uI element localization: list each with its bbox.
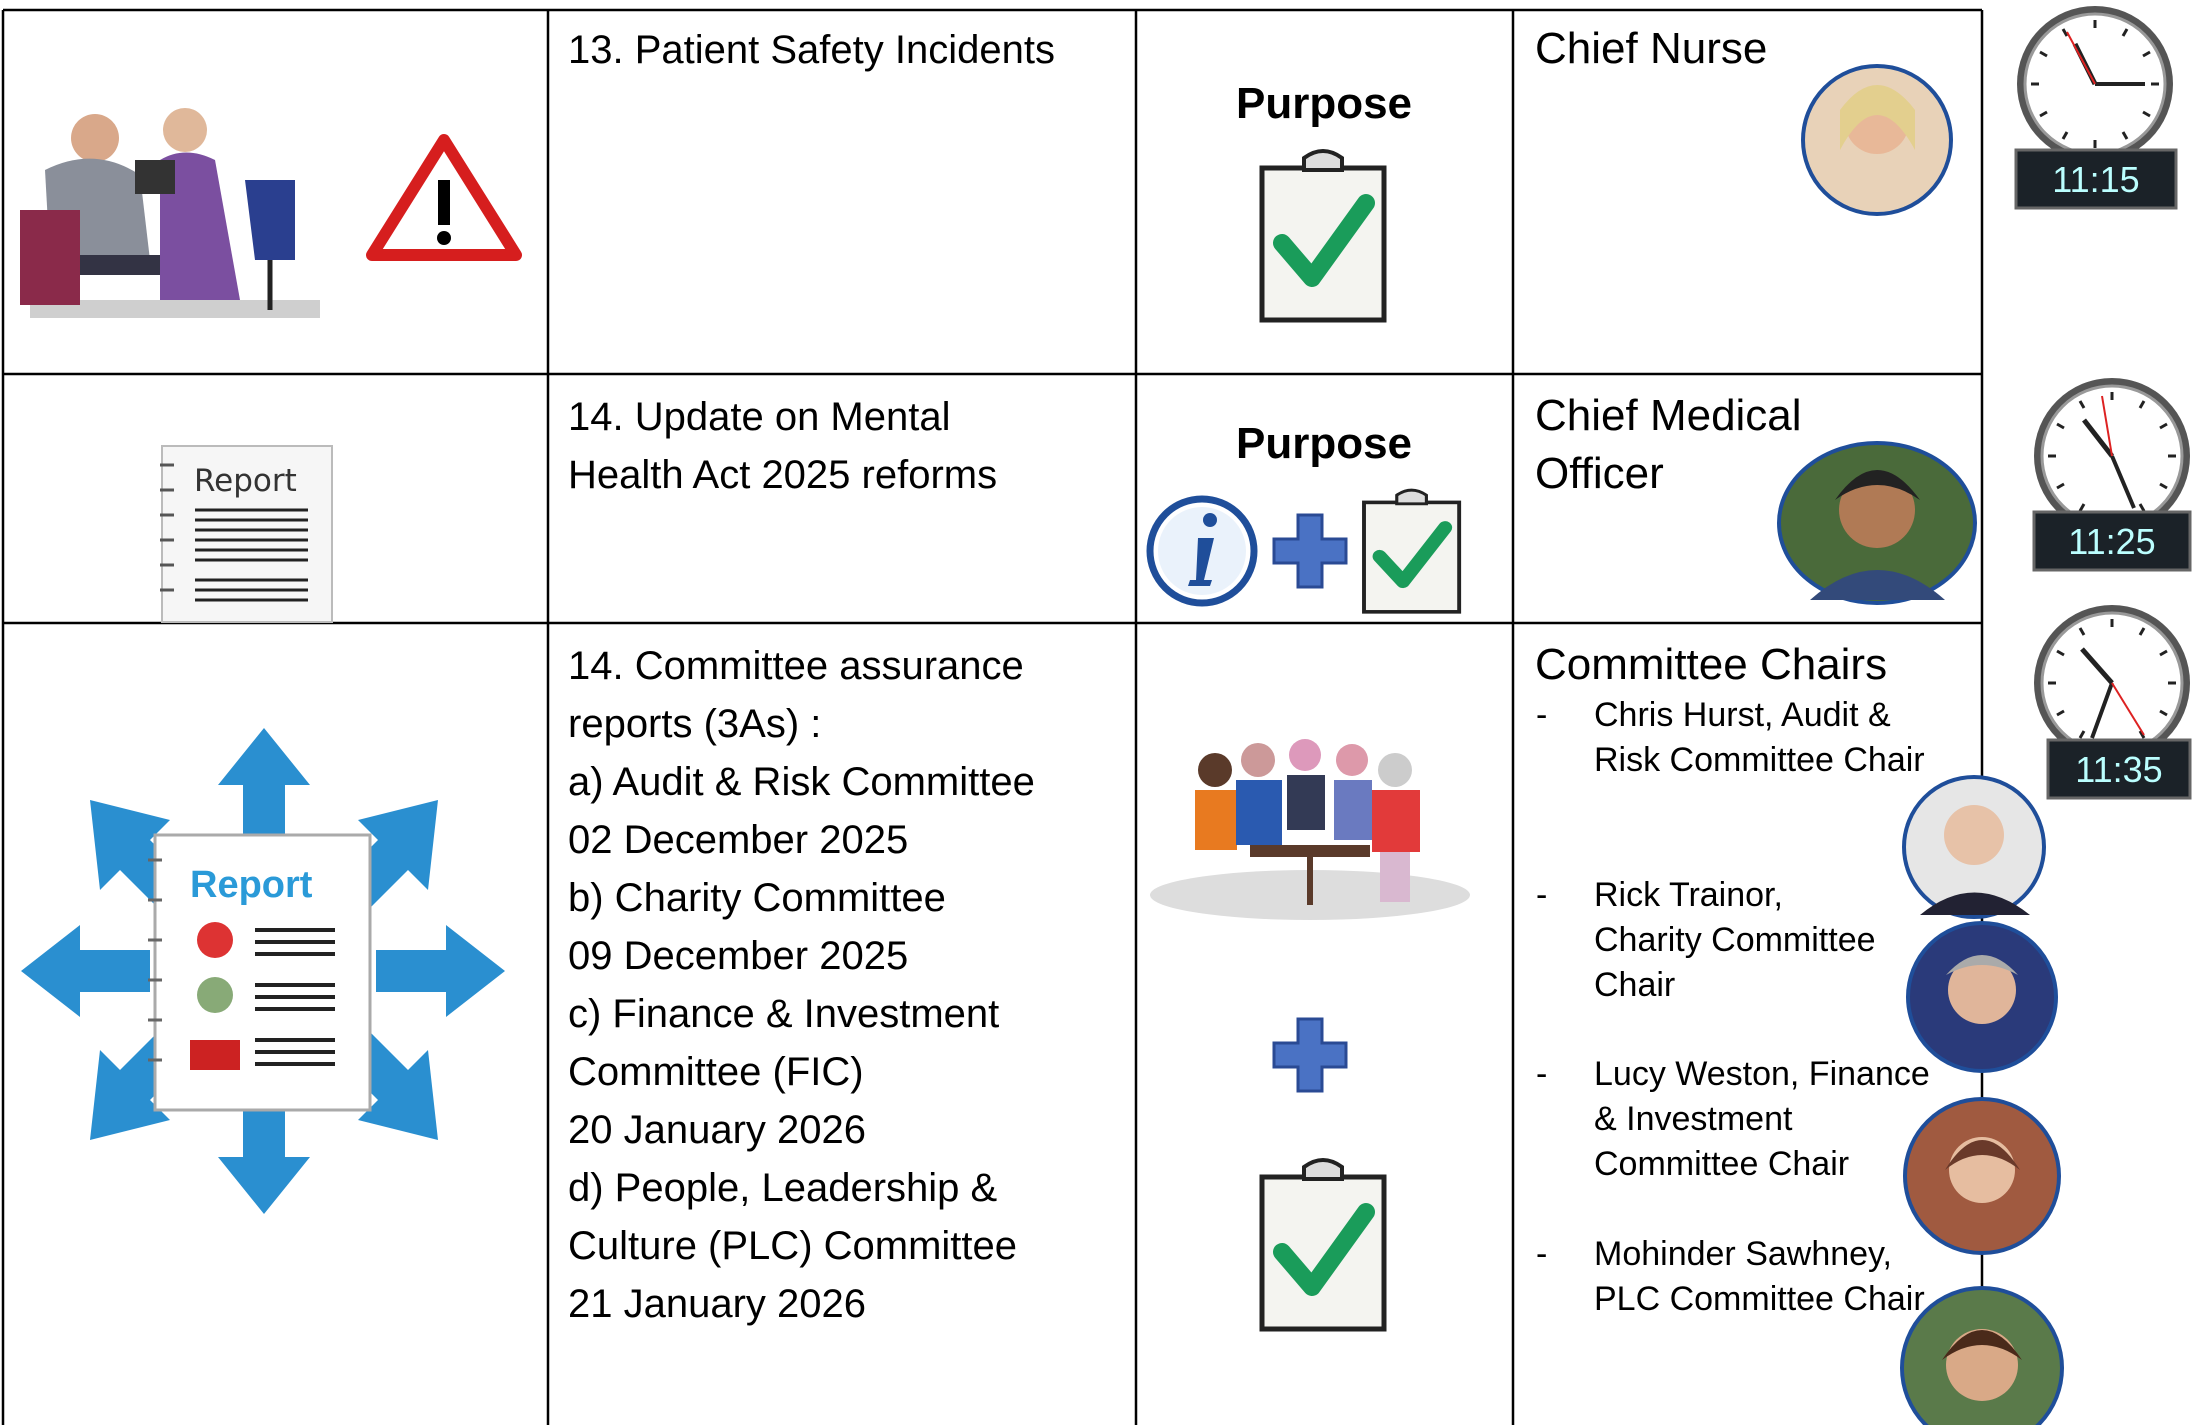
agenda-item: d) People, Leadership & (568, 1166, 998, 1210)
chair-avatars (1900, 775, 2064, 1425)
chair-name: Risk Committee Chair (1594, 741, 1925, 779)
owner-name: Committee Chairs (1535, 640, 1888, 689)
agenda-item: 21 January 2026 (568, 1282, 867, 1326)
owner-name: Chief Medical (1535, 391, 1802, 440)
agenda-item: Committee (FIC) (568, 1050, 864, 1094)
purpose-label: Purpose (1235, 79, 1413, 128)
chair-name: Lucy Weston, Finance (1594, 1055, 1930, 1093)
plus-icon (1272, 1017, 1348, 1093)
agenda-item: 14. Committee assurance (568, 644, 1024, 688)
chair-name: Chris Hurst, Audit & (1594, 696, 1891, 734)
agenda-item: 13. Patient Safety Incidents (568, 28, 1055, 72)
clock (2032, 376, 2192, 536)
clipboard-check (1364, 490, 1459, 612)
owner-name: Chief Nurse (1535, 24, 1768, 73)
report-label: Report (190, 864, 313, 906)
agenda-item: 20 January 2026 (568, 1108, 867, 1152)
clipboard-check (1262, 151, 1384, 320)
report-icon (160, 445, 333, 623)
clock (2015, 4, 2175, 164)
agenda-item: Health Act 2025 reforms (568, 453, 998, 497)
clipboard-check (1262, 1160, 1384, 1329)
report-book (148, 833, 372, 1112)
agenda-item: a) Audit & Risk Committee (568, 760, 1035, 804)
agenda-item: reports (3As) : (568, 702, 822, 746)
chair-bullet: - (1536, 696, 1548, 734)
plus-icon (1272, 513, 1348, 589)
clock-time: 11:15 (2052, 159, 2140, 200)
agenda-item: 09 December 2025 (568, 934, 909, 978)
chair-name: PLC Committee Chair (1594, 1280, 1925, 1318)
agenda-item: c) Finance & Investment (568, 992, 1000, 1036)
warning-icon (366, 134, 522, 261)
group-meeting-photo (1150, 739, 1470, 920)
meeting-photo (20, 108, 320, 318)
chair-name: & Investment (1594, 1100, 1793, 1138)
chair-bullet: - (1536, 1235, 1548, 1273)
owner-name: Officer (1535, 449, 1664, 498)
info-icon (1146, 495, 1258, 607)
chair-name: Chair (1594, 966, 1676, 1004)
agenda-item: b) Charity Committee (568, 876, 946, 920)
report-arrows (21, 728, 505, 1214)
agenda-item: 02 December 2025 (568, 818, 909, 862)
agenda-item: Culture (PLC) Committee (568, 1224, 1018, 1268)
agenda-item: 14. Update on Mental (568, 395, 951, 439)
chair-bullet: - (1536, 876, 1548, 914)
chair-bullet: - (1536, 1055, 1548, 1093)
chair-name: Committee Chair (1594, 1145, 1850, 1183)
clock-time: 11:25 (2068, 521, 2156, 562)
purpose-label: Purpose (1235, 419, 1413, 468)
chair-name: Mohinder Sawhney, (1594, 1235, 1892, 1273)
clock-time: 11:35 (2075, 749, 2163, 790)
chair-name: Rick Trainor, (1594, 876, 1783, 914)
report-label: Report (194, 463, 297, 499)
chair-name: Charity Committee (1594, 921, 1876, 959)
clock (2032, 603, 2192, 763)
